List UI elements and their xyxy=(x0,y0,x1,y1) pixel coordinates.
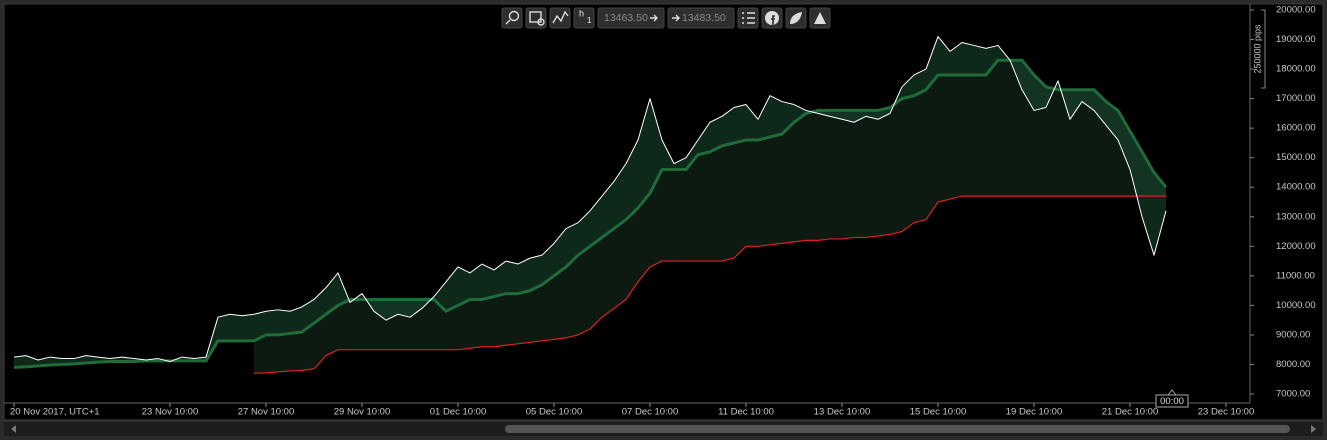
band-fill xyxy=(254,60,1166,374)
timeframe-button[interactable] xyxy=(573,7,595,29)
x-tick-label: 11 Dec 10:00 xyxy=(718,407,774,418)
scroll-right[interactable] xyxy=(1311,425,1316,433)
y-tick-label: 20000.00 xyxy=(1276,5,1316,16)
x-tick-label: 19 Dec 10:00 xyxy=(1006,407,1063,418)
arrow-icon xyxy=(672,14,680,22)
y-tick-label: 12000.00 xyxy=(1276,241,1316,252)
y-tick-label: 10000.00 xyxy=(1276,300,1316,311)
y-tick-label: 16000.00 xyxy=(1276,123,1316,134)
x-tick-label: 20 Nov 2017, UTC+1 xyxy=(10,407,100,418)
y-tick-label: 7000.00 xyxy=(1276,389,1310,400)
share-icon xyxy=(790,12,802,24)
settings-icon xyxy=(537,18,545,26)
zoom-icon xyxy=(508,10,520,22)
plot: 7000.008000.009000.0010000.0011000.00120… xyxy=(10,5,1316,418)
price-to: 13483.50 xyxy=(682,12,726,24)
y-tick-label: 8000.00 xyxy=(1276,359,1310,370)
x-tick-label: 07 Dec 10:00 xyxy=(622,407,679,418)
price-from: 13463.50 xyxy=(604,12,648,24)
scroll-left[interactable] xyxy=(11,425,16,433)
facebook-icon xyxy=(765,11,779,25)
x-tick-label: 15 Dec 10:00 xyxy=(910,407,967,418)
cursor-label: 00:00 xyxy=(1160,396,1184,407)
y-tick-label: 9000.00 xyxy=(1276,329,1310,340)
zoom-icon xyxy=(505,19,511,25)
timeframe-count: 1 xyxy=(587,16,592,25)
timeframe: h xyxy=(579,8,584,18)
cursor-box xyxy=(1155,394,1189,408)
facebook-icon xyxy=(771,15,775,25)
y-tick-label: 18000.00 xyxy=(1276,64,1316,75)
draw-icon xyxy=(814,12,826,24)
x-tick-label: 29 Nov 10:00 xyxy=(334,407,391,418)
x-tick-label: 27 Nov 10:00 xyxy=(238,407,295,418)
y-tick-label: 15000.00 xyxy=(1276,152,1316,163)
line-icon xyxy=(552,10,569,24)
toolbar: h 1 13463.50 13483.50 xyxy=(501,7,831,29)
x-tick-label: 21 Dec 10:00 xyxy=(1102,407,1159,418)
pips-label: 250000 pips xyxy=(1252,24,1262,74)
x-tick-label: 05 Dec 10:00 xyxy=(526,407,583,418)
y-tick-label: 19000.00 xyxy=(1276,34,1316,45)
x-tick-label: 23 Dec 10:00 xyxy=(1198,407,1255,418)
x-tick-label: 01 Dec 10:00 xyxy=(430,407,487,418)
series-line xyxy=(13,36,1167,363)
line-button[interactable] xyxy=(549,7,571,29)
y-tick-label: 11000.00 xyxy=(1276,270,1315,281)
scrollbar-thumb[interactable] xyxy=(505,425,1290,433)
y-tick-label: 17000.00 xyxy=(1276,93,1316,104)
y-tick-label: 14000.00 xyxy=(1276,182,1316,193)
list-icon xyxy=(742,12,755,24)
settings-icon xyxy=(529,11,542,23)
cursor-marker xyxy=(1167,389,1177,396)
price-from-button[interactable] xyxy=(597,7,665,29)
zoom-button[interactable] xyxy=(501,7,523,29)
y-tick-label: 13000.00 xyxy=(1276,211,1316,222)
price-to-button[interactable] xyxy=(667,7,735,29)
x-tick-label: 23 Nov 10:00 xyxy=(142,407,199,418)
series-line xyxy=(13,58,1168,369)
arrow-icon xyxy=(650,14,658,22)
pips-bracket xyxy=(1261,9,1266,89)
series-line xyxy=(253,195,1166,374)
x-tick-label: 13 Dec 10:00 xyxy=(814,407,871,418)
